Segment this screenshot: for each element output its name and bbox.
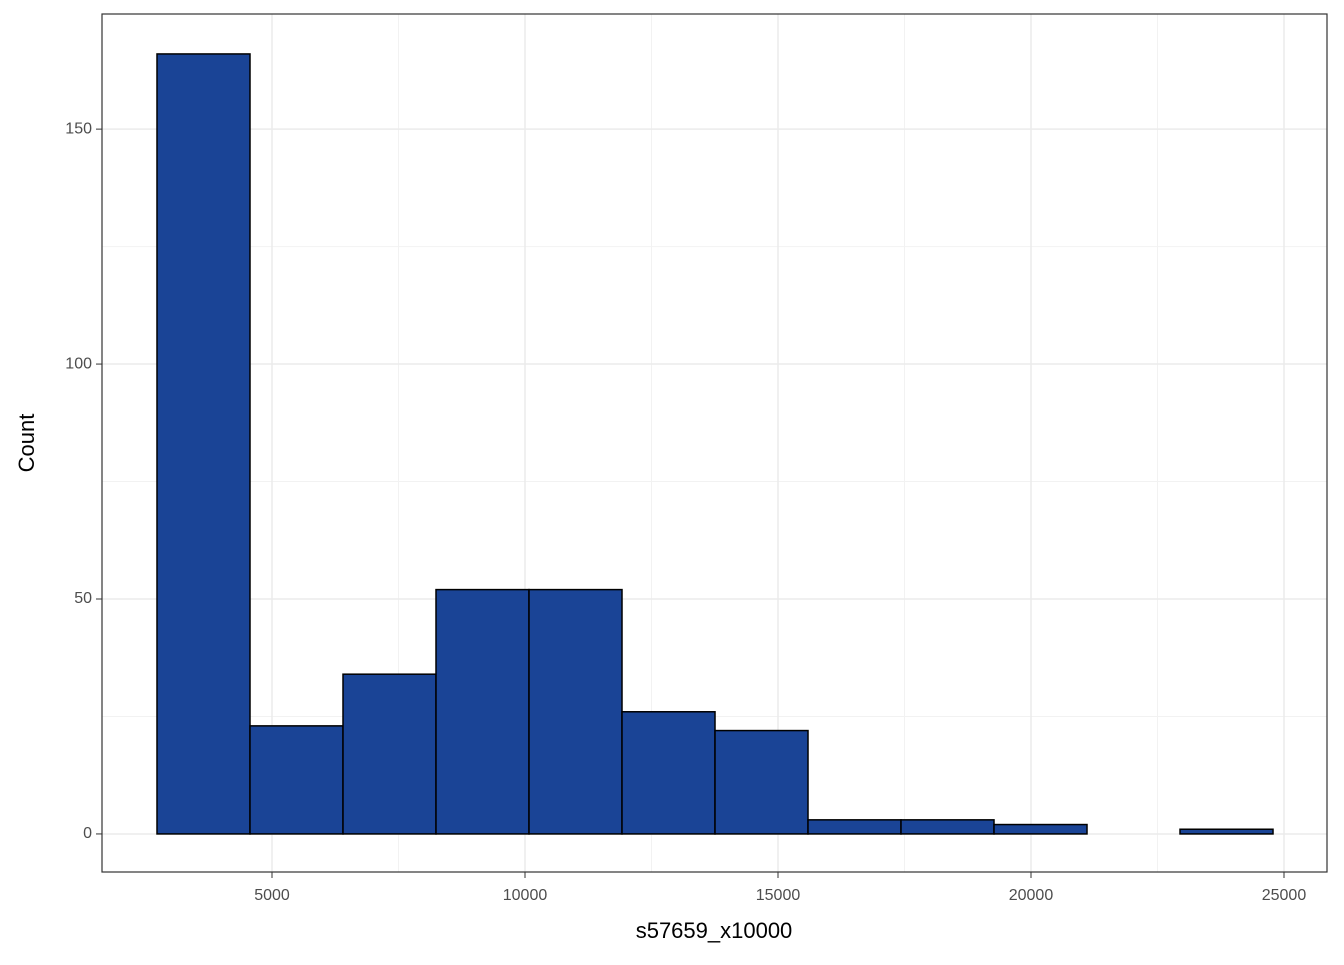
bar <box>249 725 344 835</box>
y-tick-label: 50 <box>74 590 92 607</box>
bar <box>528 588 623 835</box>
x-tick-label: 10000 <box>503 887 548 904</box>
x-tick-label: 5000 <box>254 887 290 904</box>
panel-border <box>101 13 1328 873</box>
bar <box>1179 828 1274 835</box>
y-tick-label: 100 <box>65 355 92 372</box>
bar <box>807 819 902 835</box>
y-tick-label: 0 <box>83 825 92 842</box>
bar <box>993 823 1088 835</box>
x-axis-title: s57659_x10000 <box>636 918 793 943</box>
bar <box>900 819 995 835</box>
x-tick-label: 25000 <box>1262 887 1307 904</box>
bar <box>714 729 809 835</box>
y-tick-label: 150 <box>65 120 92 137</box>
bar <box>621 711 716 835</box>
x-tick-label: 15000 <box>756 887 801 904</box>
bar <box>342 673 437 835</box>
x-tick-label: 20000 <box>1009 887 1054 904</box>
bar <box>435 588 530 835</box>
bar <box>156 53 251 835</box>
y-axis-title: Count <box>14 414 39 473</box>
